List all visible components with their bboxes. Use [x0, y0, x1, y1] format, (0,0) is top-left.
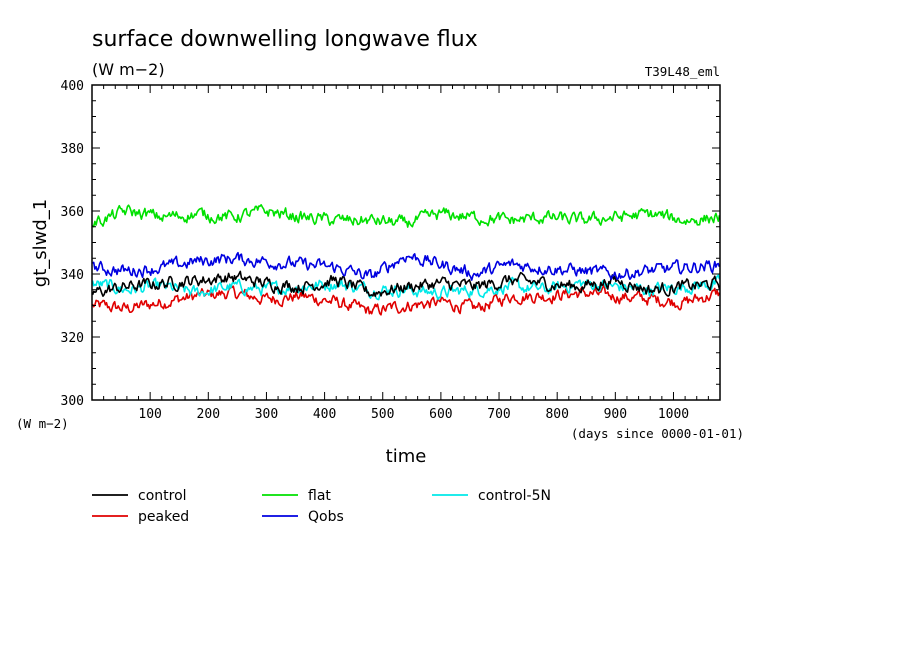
legend-label: control [138, 488, 187, 504]
experiment-label: T39L48_eml [645, 64, 720, 79]
y-axis-units: (W m−2) [16, 416, 69, 431]
y-tick-label: 400 [61, 79, 84, 94]
x-axis-units: (days since 0000-01-01) [571, 426, 744, 441]
y-tick-label: 380 [61, 142, 84, 157]
chart-units: (W m−2) [92, 60, 165, 79]
tick-layer: 100 200 300 400 500 600 700 800 900 1000 300 320 340… [61, 79, 720, 422]
x-tick-label: 200 [197, 407, 220, 422]
series-layer [91, 204, 721, 316]
x-axis-label: time [386, 446, 427, 467]
legend-label: peaked [138, 509, 189, 525]
y-tick-label: 340 [61, 268, 84, 283]
y-axis-label: gt_slwd_1 [30, 199, 51, 287]
x-tick-label: 300 [255, 407, 278, 422]
x-tick-label: 800 [545, 407, 568, 422]
x-tick-label: 1000 [658, 407, 689, 422]
series-line-qobs [92, 251, 721, 281]
y-tick-label: 360 [61, 205, 84, 220]
x-tick-label: 900 [604, 407, 627, 422]
chart-title: surface downwelling longwave flux [92, 27, 478, 52]
legend-label: flat [308, 488, 331, 504]
legend: control peaked flat Qobs control-5N [92, 488, 551, 525]
x-tick-label: 600 [429, 407, 452, 422]
legend-label: control-5N [478, 488, 551, 504]
series-line-peaked [91, 284, 721, 316]
x-tick-label: 700 [487, 407, 510, 422]
legend-label: Qobs [308, 509, 344, 525]
series-line-control [91, 270, 721, 298]
plot-frame [91, 84, 721, 401]
x-tick-label: 500 [371, 407, 394, 422]
x-tick-label: 100 [138, 407, 161, 422]
y-tick-label: 300 [61, 394, 84, 409]
series-line-flat [91, 204, 721, 228]
y-tick-label: 320 [61, 331, 84, 346]
x-tick-label: 400 [313, 407, 336, 422]
